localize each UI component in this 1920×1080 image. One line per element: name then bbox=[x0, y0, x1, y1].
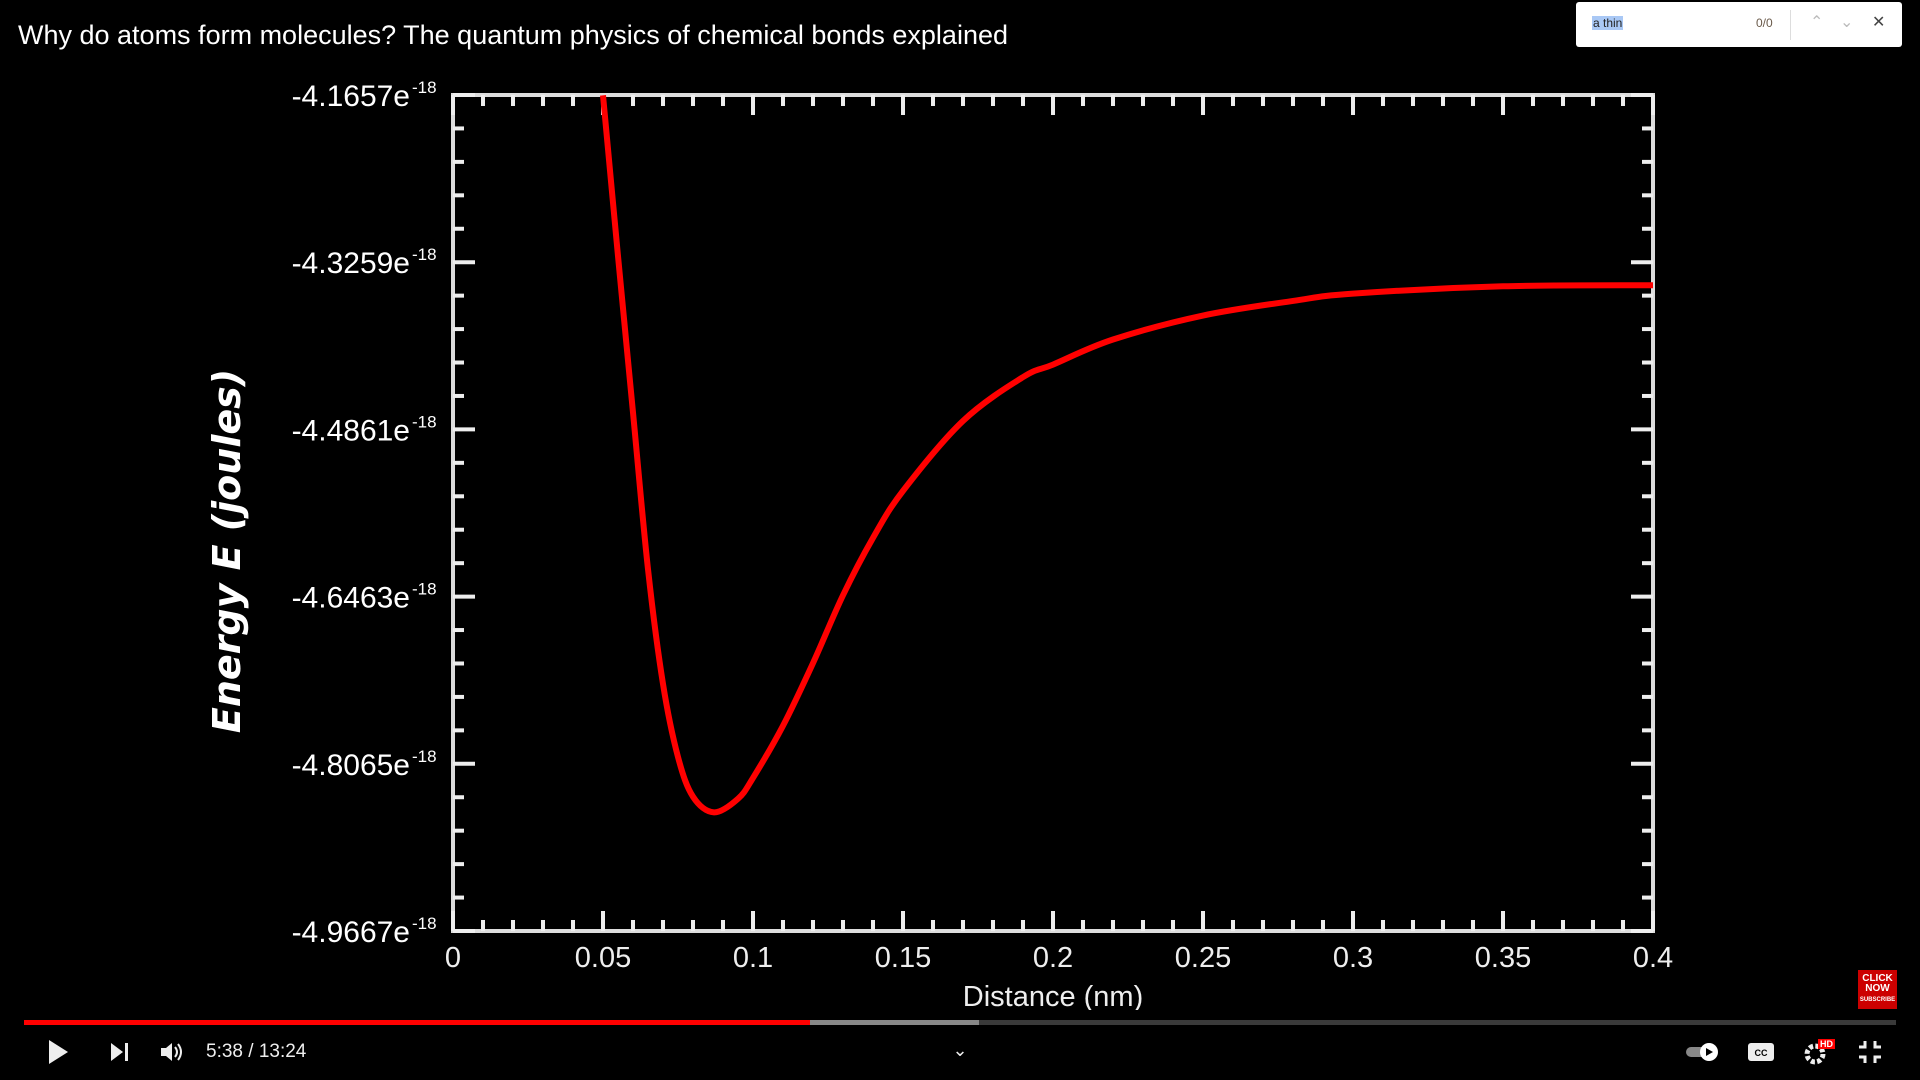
y-tick-label: -4.3259e bbox=[292, 247, 410, 280]
close-icon[interactable]: ✕ bbox=[1872, 14, 1886, 31]
hd-badge: HD bbox=[1818, 1039, 1835, 1049]
y-tick-exponent: -18 bbox=[412, 747, 437, 766]
find-match-count: 0/0 bbox=[1756, 16, 1773, 30]
energy-curve bbox=[600, 95, 1654, 816]
volume-icon bbox=[161, 1043, 182, 1061]
svg-text:CC: CC bbox=[1755, 1048, 1768, 1058]
y-tick-exponent: -18 bbox=[412, 412, 437, 431]
x-axis-label: Distance (nm) bbox=[963, 981, 1144, 1010]
energy-distance-chart: 0 0.05 0.1 0.15 0.2 0.25 0.3 0.35 0.4-4.1657e -18… bbox=[205, 78, 1673, 1010]
x-tick-label: 0.2 bbox=[1033, 942, 1073, 974]
y-tick-label: -4.1657e bbox=[292, 80, 410, 113]
subscribe-logo[interactable]: CLICK NOW SUBSCRIBE bbox=[1858, 970, 1897, 1009]
exit-fullscreen-button[interactable] bbox=[1854, 1036, 1886, 1068]
next-button[interactable] bbox=[104, 1036, 136, 1068]
y-tick-label: -4.4861e bbox=[292, 414, 410, 447]
autoplay-toggle-icon bbox=[1686, 1043, 1718, 1061]
chevron-down-icon[interactable]: ⌄ bbox=[1840, 14, 1854, 31]
autoplay-toggle[interactable] bbox=[1683, 1036, 1723, 1068]
played-bar bbox=[24, 1020, 811, 1025]
captions-button[interactable]: CC bbox=[1744, 1036, 1778, 1068]
find-input[interactable]: a thin bbox=[1592, 16, 1624, 30]
y-tick-label: -4.6463e bbox=[292, 582, 410, 615]
x-tick-label: 0 bbox=[445, 942, 461, 974]
video-title: Why do atoms form molecules? The quantum… bbox=[18, 20, 1008, 50]
captions-icon: CC bbox=[1748, 1043, 1774, 1061]
chevron-up-icon[interactable]: ⌃ bbox=[1810, 14, 1824, 31]
y-tick-exponent: -18 bbox=[412, 78, 437, 97]
progress-bar[interactable] bbox=[24, 1020, 1896, 1025]
y-axis-label: Energy E (joules) bbox=[205, 369, 249, 733]
exit-fullscreen-icon bbox=[1859, 1041, 1881, 1063]
play-button[interactable] bbox=[42, 1036, 74, 1068]
y-tick-exponent: -18 bbox=[412, 580, 437, 599]
divider bbox=[1790, 10, 1791, 40]
chevron-down-icon[interactable]: ⌄ bbox=[952, 1039, 968, 1060]
y-tick-label: -4.9667e bbox=[292, 916, 410, 949]
x-tick-label: 0.4 bbox=[1633, 942, 1673, 974]
x-tick-label: 0.25 bbox=[1175, 942, 1231, 974]
x-tick-label: 0.05 bbox=[575, 942, 631, 974]
y-tick-exponent: -18 bbox=[412, 914, 437, 933]
time-display: 5:38 / 13:24 bbox=[206, 1041, 307, 1062]
y-tick-exponent: -18 bbox=[412, 245, 437, 264]
play-icon bbox=[49, 1040, 68, 1064]
settings-icon bbox=[1804, 1043, 1826, 1065]
x-tick-label: 0.3 bbox=[1333, 942, 1373, 974]
settings-button[interactable]: HD bbox=[1800, 1036, 1836, 1068]
x-tick-label: 0.35 bbox=[1475, 942, 1531, 974]
volume-button[interactable] bbox=[156, 1036, 188, 1068]
x-tick-label: 0.1 bbox=[733, 942, 773, 974]
y-tick-label: -4.8065e bbox=[292, 749, 410, 782]
next-icon bbox=[111, 1043, 128, 1061]
x-tick-label: 0.15 bbox=[875, 942, 931, 974]
plot-frame bbox=[451, 93, 1655, 933]
find-bar: a thin 0/0 ⌃ ⌄ ✕ bbox=[1576, 2, 1902, 47]
